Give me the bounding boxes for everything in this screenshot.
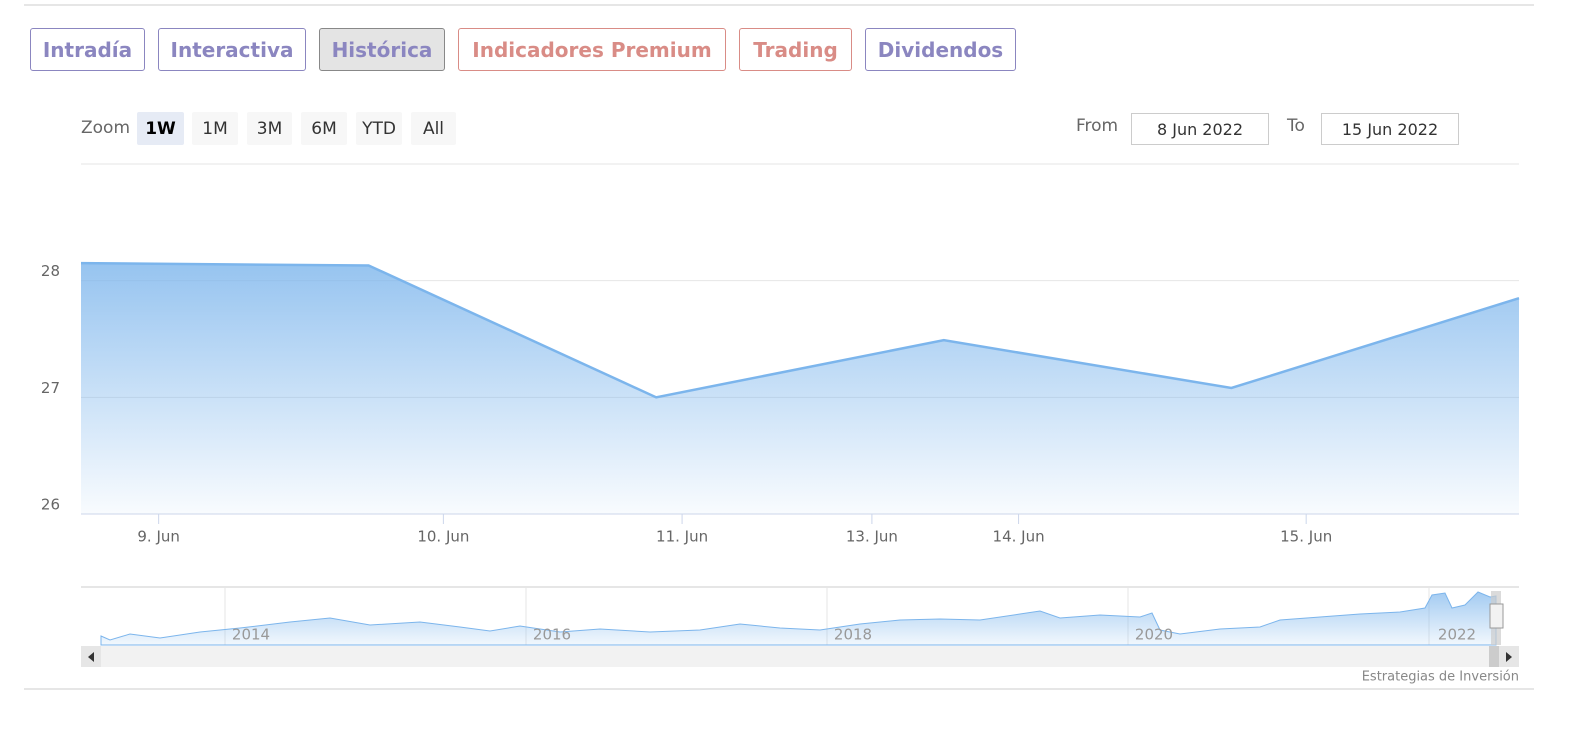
navigator-label: 2018	[834, 626, 872, 644]
zoom-button[interactable]: YTD	[356, 112, 402, 145]
navigator-label: 2016	[533, 626, 571, 644]
tab[interactable]: Intradía	[30, 28, 145, 71]
to-label: To	[1287, 116, 1305, 136]
navigator-series	[100, 591, 1497, 646]
y-tick-label: 26	[41, 496, 60, 514]
navigator-label: 2022	[1438, 626, 1476, 644]
credits: Estrategias de Inversión	[1362, 670, 1519, 685]
from-label: From	[1076, 116, 1119, 136]
navigator	[81, 586, 1519, 667]
area-fill	[81, 263, 1519, 514]
tab[interactable]: Indicadores Premium	[458, 28, 726, 71]
navigator-label: 2020	[1135, 626, 1173, 644]
zoom-button[interactable]: 6M	[301, 112, 347, 145]
x-tick-label: 9. Jun	[137, 528, 180, 546]
tab[interactable]: Histórica	[319, 28, 445, 71]
area-line	[80, 261, 1520, 399]
zoom-button[interactable]: 1W	[137, 112, 184, 145]
arrow	[88, 652, 94, 662]
tab[interactable]: Interactiva	[158, 28, 306, 71]
navigator-handle[interactable]	[1489, 603, 1504, 629]
scrollbar-thumb[interactable]	[1489, 646, 1499, 667]
tab[interactable]: Dividendos	[865, 28, 1016, 71]
zoom-label: Zoom	[81, 118, 131, 138]
arrow	[1506, 652, 1512, 662]
zoom-button[interactable]: 1M	[192, 112, 238, 145]
scrollbar-track[interactable]	[81, 646, 1519, 667]
to-input[interactable]: 15 Jun 2022	[1321, 113, 1459, 145]
zoom-button[interactable]: 3M	[247, 112, 292, 145]
zoom-button[interactable]: All	[411, 112, 456, 145]
x-tick-label: 11. Jun	[656, 528, 708, 546]
x-tick-label: 14. Jun	[993, 528, 1045, 546]
from-input[interactable]: 8 Jun 2022	[1131, 113, 1269, 145]
y-tick-label: 27	[41, 379, 60, 397]
x-tick-label: 13. Jun	[846, 528, 898, 546]
x-tick-label: 15. Jun	[1280, 528, 1332, 546]
navigator-label: 2014	[232, 626, 270, 644]
tab[interactable]: Trading	[739, 28, 852, 71]
y-tick-label: 28	[41, 262, 60, 280]
x-tick-label: 10. Jun	[417, 528, 469, 546]
